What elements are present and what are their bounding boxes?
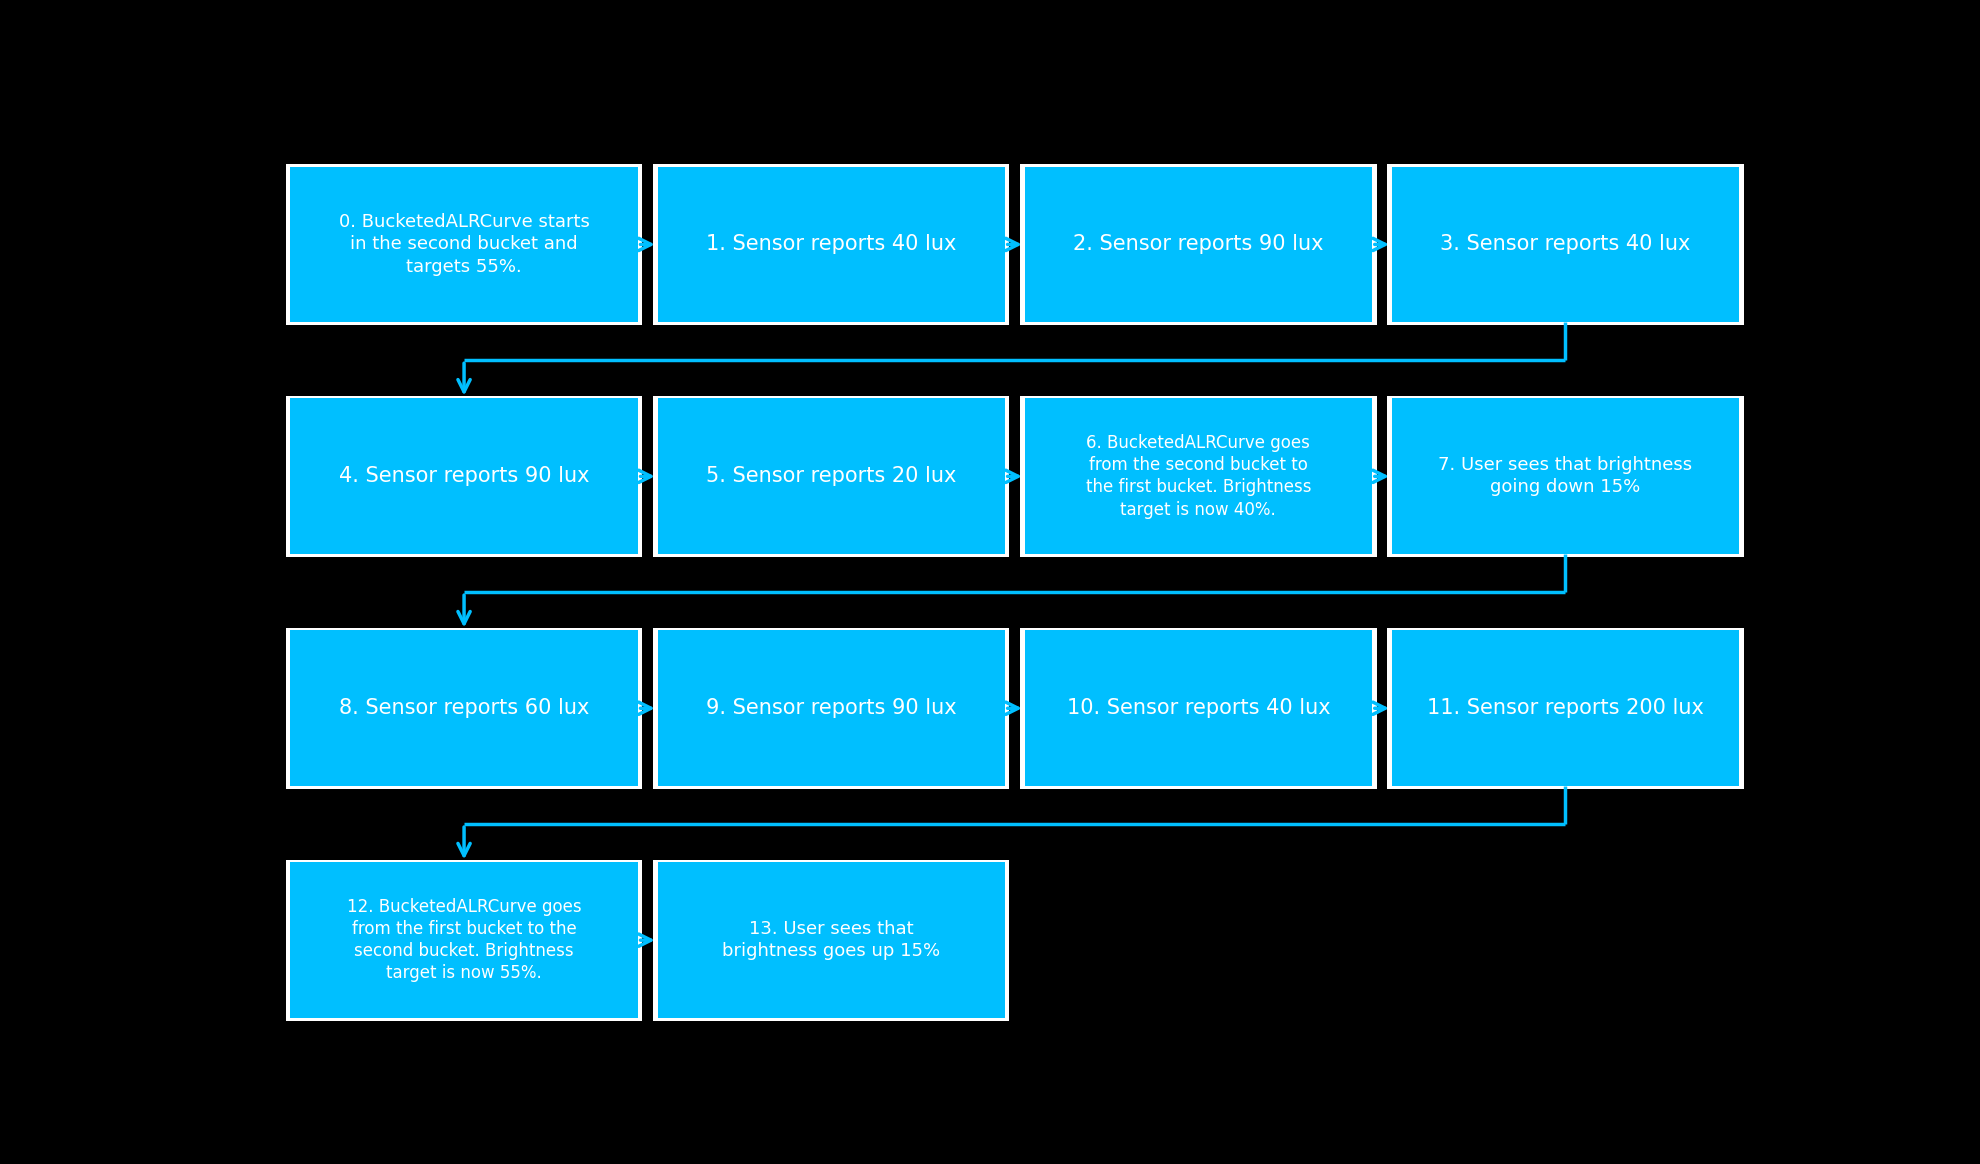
Text: 1. Sensor reports 40 lux: 1. Sensor reports 40 lux xyxy=(707,234,956,255)
Bar xyxy=(1020,396,1376,556)
Bar xyxy=(653,396,1010,556)
Text: 11. Sensor reports 200 lux: 11. Sensor reports 200 lux xyxy=(1428,698,1705,718)
Bar xyxy=(653,627,1010,789)
Bar xyxy=(1388,627,1744,789)
Bar xyxy=(657,631,1004,786)
Text: 12. BucketedALRCurve goes
from the first bucket to the
second bucket. Brightness: 12. BucketedALRCurve goes from the first… xyxy=(346,897,582,982)
Bar xyxy=(1020,627,1376,789)
Bar xyxy=(657,166,1004,322)
Bar xyxy=(291,398,638,554)
Bar xyxy=(285,396,642,556)
Bar xyxy=(285,164,642,325)
Bar xyxy=(1388,396,1744,556)
Bar xyxy=(1392,631,1738,786)
Bar xyxy=(1388,164,1744,325)
Bar xyxy=(653,164,1010,325)
Text: 3. Sensor reports 40 lux: 3. Sensor reports 40 lux xyxy=(1439,234,1691,255)
Bar xyxy=(1026,166,1372,322)
Bar xyxy=(1392,166,1738,322)
Text: 7. User sees that brightness
going down 15%: 7. User sees that brightness going down … xyxy=(1437,456,1693,496)
Bar xyxy=(657,398,1004,554)
Bar xyxy=(291,166,638,322)
Bar xyxy=(1026,398,1372,554)
Bar xyxy=(1026,631,1372,786)
Text: 10. Sensor reports 40 lux: 10. Sensor reports 40 lux xyxy=(1067,698,1331,718)
Bar xyxy=(657,863,1004,1018)
Bar xyxy=(291,631,638,786)
Bar xyxy=(1392,398,1738,554)
Bar xyxy=(1020,164,1376,325)
Bar xyxy=(291,863,638,1018)
Text: 13. User sees that
brightness goes up 15%: 13. User sees that brightness goes up 15… xyxy=(723,920,940,960)
Text: 5. Sensor reports 20 lux: 5. Sensor reports 20 lux xyxy=(707,467,956,487)
Text: 0. BucketedALRCurve starts
in the second bucket and
targets 55%.: 0. BucketedALRCurve starts in the second… xyxy=(339,213,590,276)
Bar xyxy=(285,627,642,789)
Text: 6. BucketedALRCurve goes
from the second bucket to
the first bucket. Brightness
: 6. BucketedALRCurve goes from the second… xyxy=(1085,434,1311,519)
Text: 4. Sensor reports 90 lux: 4. Sensor reports 90 lux xyxy=(339,467,590,487)
Text: 8. Sensor reports 60 lux: 8. Sensor reports 60 lux xyxy=(339,698,590,718)
Bar xyxy=(285,860,642,1021)
Bar xyxy=(653,860,1010,1021)
Text: 9. Sensor reports 90 lux: 9. Sensor reports 90 lux xyxy=(707,698,956,718)
Text: 2. Sensor reports 90 lux: 2. Sensor reports 90 lux xyxy=(1073,234,1323,255)
